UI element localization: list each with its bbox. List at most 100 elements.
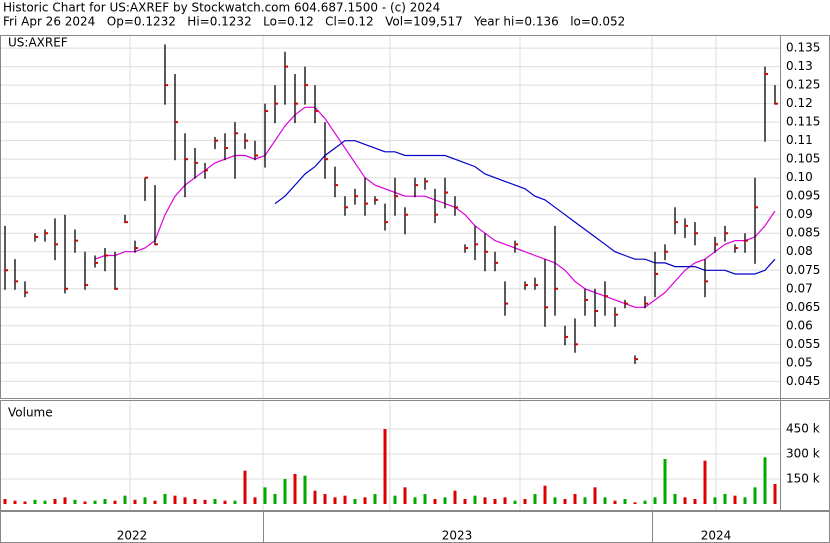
y-tick-label: 450 k: [786, 422, 820, 436]
volume-bar: [443, 497, 447, 504]
close-tick: [405, 213, 408, 216]
close-tick: [75, 239, 78, 242]
close-tick: [635, 358, 638, 361]
volume-bar: [573, 494, 577, 504]
volume-bar: [563, 499, 567, 504]
close-tick: [25, 291, 28, 294]
volume-bar: [3, 499, 7, 504]
volume-bar: [553, 497, 557, 504]
volume-bar: [133, 499, 137, 504]
volume-bar: [203, 499, 207, 504]
volume-bar: [643, 500, 647, 504]
header-line: Fri Apr 26 2024 Op=0.1232 Hi=0.1232 Lo=0…: [3, 15, 625, 29]
y-tick-label: 0.05: [786, 355, 813, 369]
volume-bar: [243, 470, 247, 504]
close-tick: [155, 243, 158, 246]
close-tick: [215, 139, 218, 142]
volume-bar: [303, 475, 307, 504]
close-tick: [435, 213, 438, 216]
close-tick: [125, 221, 128, 224]
close-tick: [5, 269, 8, 272]
moving-average: [274, 140, 776, 275]
volume-bar: [763, 457, 767, 504]
close-tick: [115, 287, 118, 290]
close-tick: [695, 232, 698, 235]
close-tick: [705, 280, 708, 283]
y-tick-label: 0.135: [786, 41, 820, 55]
close-tick: [185, 158, 188, 161]
volume-bar: [283, 479, 287, 504]
volume-bar: [453, 490, 457, 504]
close-tick: [395, 195, 398, 198]
close-tick: [615, 313, 618, 316]
volume-bar: [183, 497, 187, 504]
volume-bar: [23, 501, 27, 504]
close-tick: [545, 306, 548, 309]
y-tick-label: 0.055: [786, 337, 820, 351]
volume-bar: [683, 497, 687, 504]
close-tick: [415, 184, 418, 187]
close-tick: [675, 221, 678, 224]
volume-bar: [623, 499, 627, 504]
close-tick: [775, 102, 778, 105]
volume-bar: [693, 499, 697, 504]
close-tick: [585, 298, 588, 301]
volume-bar: [73, 499, 77, 504]
volume-bar: [743, 497, 747, 504]
x-tick-label: 2022: [117, 529, 148, 543]
close-tick: [485, 250, 488, 253]
volume-bar: [233, 500, 237, 504]
volume-bar: [703, 460, 707, 504]
volume-bar: [43, 500, 47, 504]
close-tick: [15, 280, 18, 283]
close-tick: [495, 261, 498, 264]
close-tick: [475, 243, 478, 246]
close-tick: [465, 247, 468, 250]
close-tick: [735, 247, 738, 250]
close-tick: [365, 202, 368, 205]
volume-bar: [663, 459, 667, 504]
volume-bar: [163, 494, 167, 504]
y-tick-label: 0.115: [786, 115, 820, 129]
close-tick: [425, 180, 428, 183]
close-tick: [375, 198, 378, 201]
volume-bar: [313, 490, 317, 504]
y-tick-label: 0.11: [786, 133, 813, 147]
y-tick-label: 150 k: [786, 472, 820, 486]
volume-bar: [33, 499, 37, 504]
volume-bar: [413, 497, 417, 504]
volume-bar: [113, 500, 117, 504]
close-tick: [505, 302, 508, 305]
volume-bar: [363, 497, 367, 504]
close-tick: [655, 272, 658, 275]
y-tick-label: 0.09: [786, 207, 813, 221]
close-tick: [175, 121, 178, 124]
close-tick: [65, 287, 68, 290]
volume-bar: [473, 495, 477, 504]
y-tick-label: 0.07: [786, 281, 813, 295]
close-tick: [355, 195, 358, 198]
volume-bar: [353, 499, 357, 504]
volume-bar: [83, 501, 87, 504]
close-tick: [295, 102, 298, 105]
close-tick: [645, 302, 648, 305]
close-tick: [145, 176, 148, 179]
x-tick-label: 2023: [442, 529, 473, 543]
y-tick-label: 0.065: [786, 300, 820, 314]
close-tick: [195, 161, 198, 164]
y-tick-label: 300 k: [786, 447, 820, 461]
y-tick-label: 0.075: [786, 263, 820, 277]
volume-bar: [423, 494, 427, 504]
volume-bar: [493, 499, 497, 504]
close-tick: [165, 84, 168, 87]
close-tick: [595, 309, 598, 312]
volume-bar: [253, 497, 257, 504]
close-tick: [105, 254, 108, 257]
volume-bar: [63, 497, 67, 504]
volume-bar: [513, 500, 517, 504]
close-tick: [555, 287, 558, 290]
volume-bar: [733, 495, 737, 504]
y-tick-label: 0.06: [786, 318, 813, 332]
